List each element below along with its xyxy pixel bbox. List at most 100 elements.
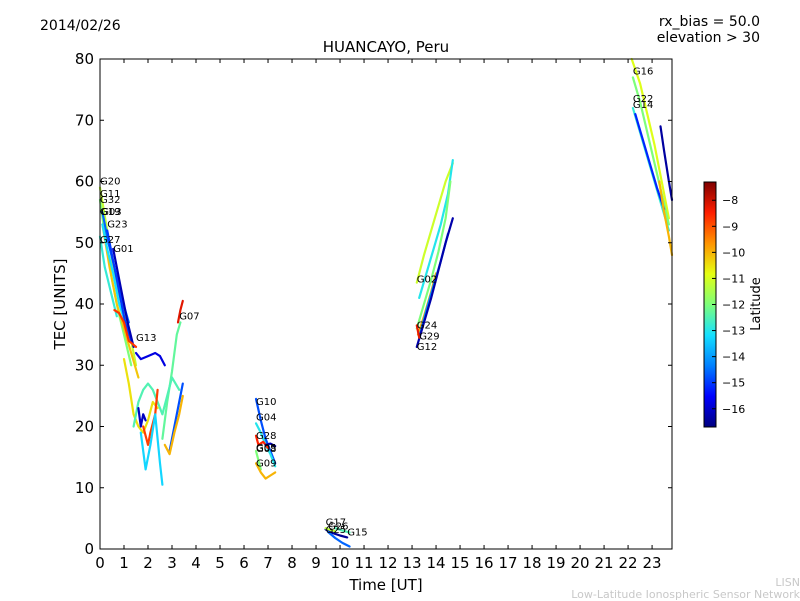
y-tick-label: 30 xyxy=(75,356,94,374)
y-tick-label: 60 xyxy=(75,173,94,191)
chart-title: HUANCAYO, Peru xyxy=(323,38,449,56)
credit-short: LISN xyxy=(775,576,800,589)
x-tick-label: 15 xyxy=(451,554,470,572)
y-tick-label: 40 xyxy=(75,295,94,313)
colorbar-tick-label: −12 xyxy=(722,299,745,312)
x-tick-label: 21 xyxy=(595,554,614,572)
series-G10 xyxy=(254,397,277,465)
colorbar-tick-label: −9 xyxy=(722,220,738,233)
series-G09 xyxy=(254,462,277,480)
x-tick-label: 14 xyxy=(427,554,446,572)
series-lowD xyxy=(139,413,164,486)
series-G12 xyxy=(415,217,454,348)
colorbar-tick-label: −13 xyxy=(722,325,745,338)
series-G03 xyxy=(101,223,127,324)
series-G13a xyxy=(113,309,138,348)
series-G27 xyxy=(98,235,118,318)
series-G26 xyxy=(326,530,351,548)
series-G01 xyxy=(112,247,135,348)
colorbar-tick-label: −10 xyxy=(722,246,745,259)
credit-full: Low-Latitude Ionospheric Sensor Network xyxy=(571,588,800,601)
series-G14b xyxy=(659,125,674,201)
x-tick-label: 13 xyxy=(402,554,421,572)
x-tick-label: 20 xyxy=(571,554,590,572)
series-lowB xyxy=(132,376,181,428)
x-tick-label: 6 xyxy=(239,554,249,572)
x-axis-label: Time [UT] xyxy=(348,576,422,594)
satellite-label: G02 xyxy=(417,275,437,286)
y-tick-label: 80 xyxy=(75,50,94,68)
satellite-label: G04 xyxy=(256,412,276,423)
series-G25 xyxy=(324,527,337,533)
elevation-label: elevation > 30 xyxy=(656,30,760,46)
x-tick-label: 0 xyxy=(95,554,105,572)
date-label: 2014/02/26 xyxy=(40,18,121,34)
x-tick-label: 12 xyxy=(378,554,397,572)
x-tick-label: 3 xyxy=(167,554,177,572)
satellite-label: G27 xyxy=(100,235,120,246)
satellite-label: G32 xyxy=(100,195,120,206)
series-G02 xyxy=(415,162,454,284)
satellite-label-layer: G20G11G32G19G03G23G27G01G07G13G10G04G28G… xyxy=(100,66,653,538)
x-tick-label: 1 xyxy=(119,554,129,572)
x-axis: 0 1 2 3 4 5 6 7 8 9 10 11 12 13 14 15 16 17 18 19 20 21 22 23 xyxy=(95,59,662,572)
series-layer xyxy=(98,57,674,548)
satellite-label: G13 xyxy=(136,333,156,344)
satellite-label: G20 xyxy=(100,177,120,188)
satellite-label: G23 xyxy=(107,219,127,230)
series-lowE xyxy=(137,407,147,428)
satellite-label: G22 xyxy=(633,94,653,105)
x-tick-label: 23 xyxy=(643,554,662,572)
x-tick-label: 18 xyxy=(523,554,542,572)
series-G24 xyxy=(415,180,452,330)
y-axis-label: TEC [UNITS] xyxy=(51,259,69,351)
colorbar-tick-label: −15 xyxy=(722,377,745,390)
satellite-label: G24 xyxy=(417,321,437,332)
series-G16c xyxy=(658,180,674,257)
x-tick-label: 9 xyxy=(311,554,321,572)
y-tick-label: 20 xyxy=(75,418,94,436)
colorbar-tick-label: −14 xyxy=(722,351,745,364)
series-G07b xyxy=(176,299,184,324)
x-tick-label: 5 xyxy=(215,554,225,572)
satellite-label: G19 xyxy=(100,207,120,218)
series-lowA xyxy=(122,358,159,434)
x-tick-label: 10 xyxy=(330,554,349,572)
colorbar-tick-label: −11 xyxy=(722,272,745,285)
x-tick-label: 22 xyxy=(619,554,638,572)
satellite-label: G01 xyxy=(113,244,133,255)
colorbar-tick-label: −8 xyxy=(722,194,738,207)
y-tick-label: 70 xyxy=(75,111,94,129)
x-tick-label: 7 xyxy=(263,554,273,572)
y-tick-label: 10 xyxy=(75,479,94,497)
satellite-label: G17 xyxy=(326,518,346,529)
x-tick-label: 16 xyxy=(475,554,494,572)
series-G15 xyxy=(334,527,351,534)
series-G23 xyxy=(106,229,133,342)
y-axis: 0 10 20 30 40 50 60 70 80 xyxy=(75,50,672,558)
x-tick-label: 11 xyxy=(354,554,373,572)
satellite-label: G29 xyxy=(419,332,439,343)
x-tick-label: 19 xyxy=(547,554,566,572)
satellite-label: G14 xyxy=(633,100,653,111)
x-tick-label: 2 xyxy=(143,554,153,572)
satellite-label: G12 xyxy=(417,342,437,353)
series-G16 xyxy=(630,57,671,220)
plot-area xyxy=(100,59,672,549)
satellite-label: G28 xyxy=(256,431,276,442)
series-G07 xyxy=(161,321,182,440)
series-G24c xyxy=(415,324,421,339)
series-G14 xyxy=(634,112,666,211)
y-tick-label: 0 xyxy=(84,540,94,558)
satellite-label: G05 xyxy=(256,443,276,454)
satellite-label: G08 xyxy=(256,444,276,455)
satellite-label: G25 xyxy=(326,525,346,536)
satellite-label: G26 xyxy=(328,521,348,532)
series-G17 xyxy=(324,528,349,539)
series-G08 xyxy=(264,442,277,448)
series-G13 xyxy=(134,351,166,367)
colorbar-ticks: −8 −9 −10 −11 −12 −13 −14 −15 −16 xyxy=(712,194,745,416)
satellite-label: G11 xyxy=(100,189,120,200)
satellite-label: G09 xyxy=(256,458,276,469)
